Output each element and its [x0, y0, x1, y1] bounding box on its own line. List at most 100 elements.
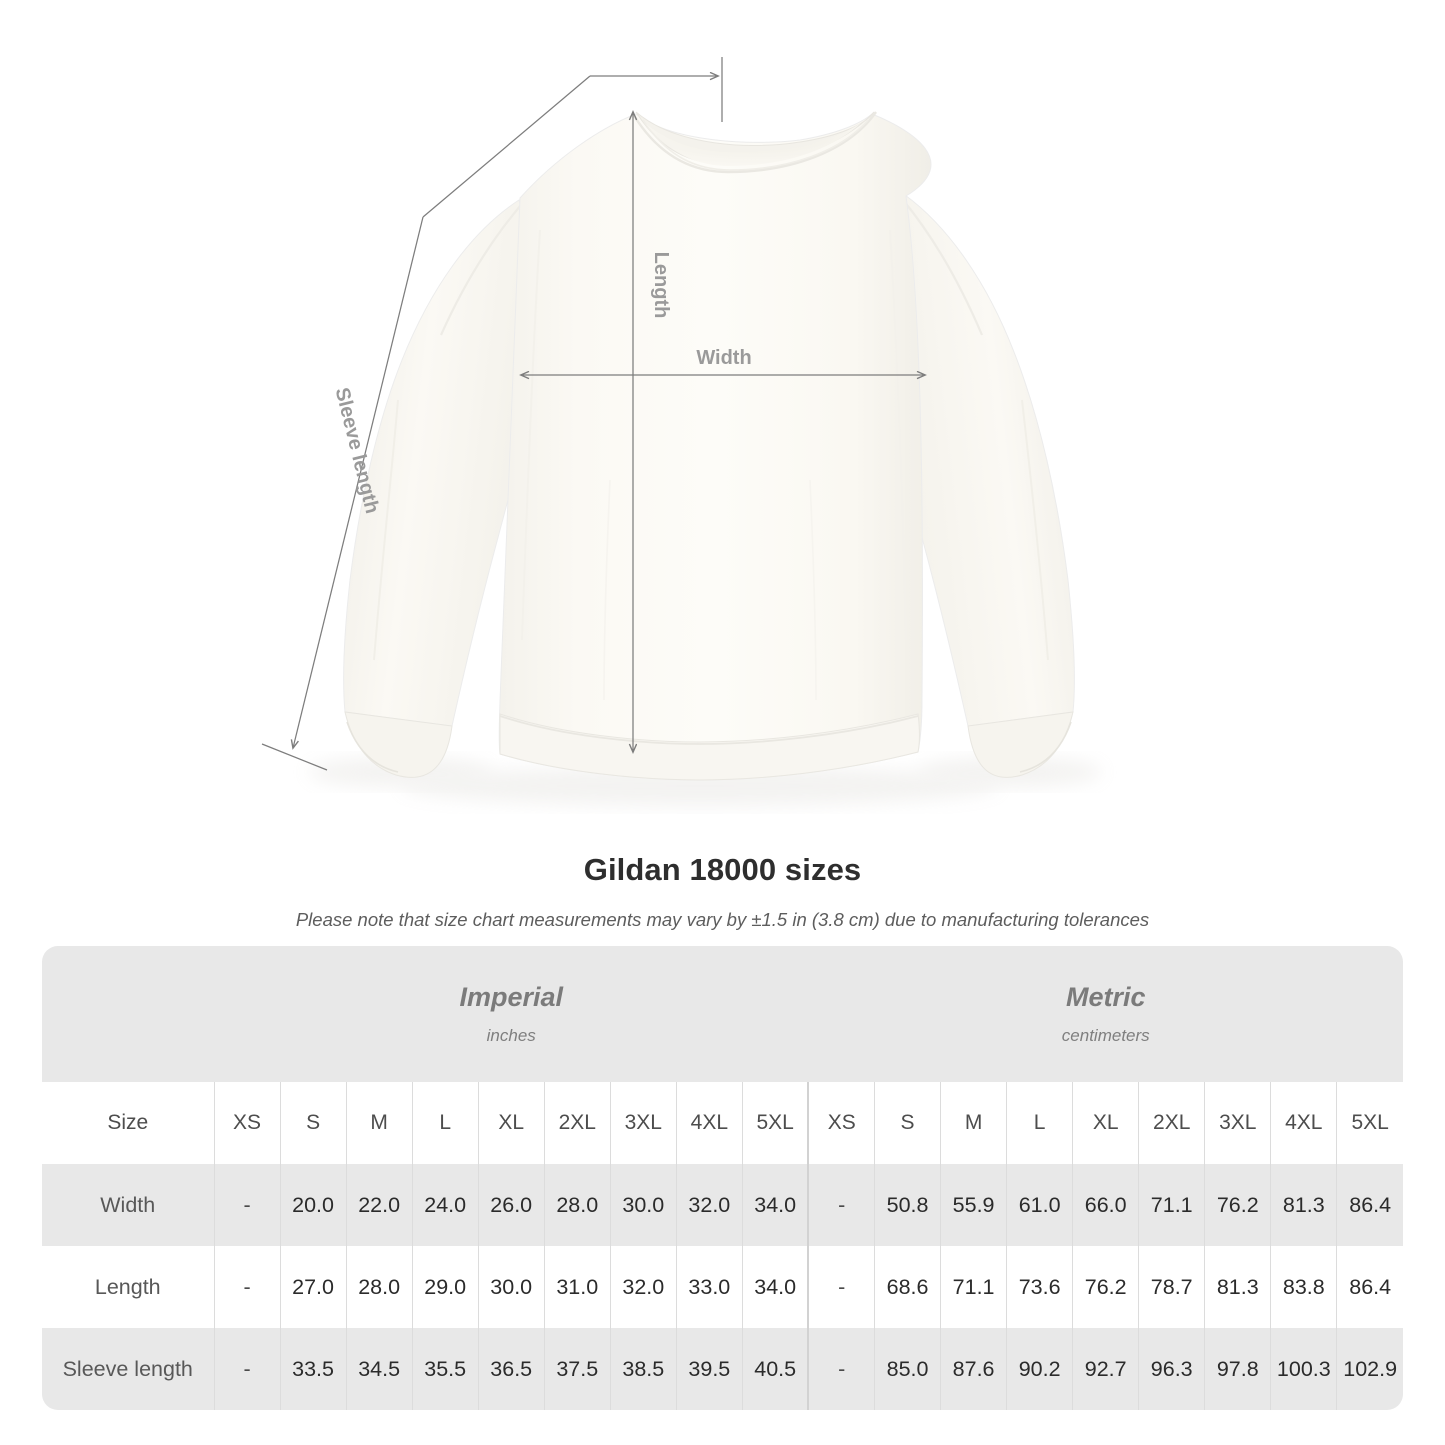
unit-sub-imperial: inches: [486, 1026, 536, 1046]
cell-metric: -: [807, 1164, 875, 1246]
cell-metric: 85.0: [874, 1328, 941, 1410]
cell-imperial: 31.0: [543, 1246, 611, 1328]
length-annotation: Length: [633, 112, 672, 752]
cell-imperial: 40.5: [741, 1328, 809, 1410]
unit-sub-metric: centimeters: [1061, 1026, 1150, 1046]
size-chart-table-wrap: Imperial inches Metric centimeters Size XS S M L…: [42, 946, 1404, 1410]
cell-imperial: 39.5: [675, 1328, 743, 1410]
cell-imperial: 24.0: [411, 1164, 479, 1246]
cell-imperial: 27.0: [279, 1246, 347, 1328]
size-chart-table: Imperial inches Metric centimeters Size XS S M L…: [42, 946, 1404, 1410]
size-header-metric-5xl: 5XL: [1336, 1082, 1404, 1164]
length-label: Length: [650, 252, 672, 319]
size-header-imperial-5xl: 5XL: [741, 1082, 809, 1164]
cell-metric: 97.8: [1204, 1328, 1271, 1410]
cell-imperial: 33.5: [279, 1328, 347, 1410]
cell-imperial: 36.5: [477, 1328, 545, 1410]
size-header-row: Size XS S M L XL 2XL 3XL 4XL 5XL XS S M L XL 2XL 3XL 4XL 5…: [42, 1082, 1404, 1164]
sleeve-bottom-tick: [261, 743, 328, 771]
unit-banner-row: Imperial inches Metric centimeters: [42, 946, 1404, 1082]
cell-metric: 71.1: [1138, 1164, 1205, 1246]
cell-metric: 86.4: [1336, 1164, 1404, 1246]
cell-imperial: 32.0: [609, 1246, 677, 1328]
cell-metric: 81.3: [1204, 1246, 1271, 1328]
cell-metric: 78.7: [1138, 1246, 1205, 1328]
width-label: Width: [696, 347, 751, 369]
cell-metric: 68.6: [874, 1246, 941, 1328]
cell-metric: 61.0: [1006, 1164, 1073, 1246]
size-header-metric-4xl: 4XL: [1270, 1082, 1337, 1164]
cell-metric: 76.2: [1204, 1164, 1271, 1246]
row-label-width: Width: [42, 1164, 214, 1246]
cell-imperial: 34.0: [741, 1246, 809, 1328]
cell-imperial: 34.5: [345, 1328, 413, 1410]
cell-metric: 55.9: [940, 1164, 1007, 1246]
sleeve-shoulder-diagonal: [422, 75, 591, 218]
size-header-imperial-2xl: 2XL: [543, 1082, 611, 1164]
cell-metric: 83.8: [1270, 1246, 1337, 1328]
size-header-imperial-s: S: [279, 1082, 347, 1164]
cell-metric: 71.1: [940, 1246, 1007, 1328]
cell-imperial: 34.0: [741, 1164, 809, 1246]
cell-metric: 96.3: [1138, 1328, 1205, 1410]
size-column-header: Size: [42, 1082, 214, 1164]
title-block: Gildan 18000 sizes Please note that size…: [0, 838, 1445, 931]
cell-metric: 90.2: [1006, 1328, 1073, 1410]
cell-metric: 92.7: [1072, 1328, 1139, 1410]
sweatshirt-body: [498, 111, 932, 781]
unit-header-imperial: Imperial inches: [214, 946, 809, 1082]
cell-imperial: 22.0: [345, 1164, 413, 1246]
cell-metric: 102.9: [1336, 1328, 1404, 1410]
cell-imperial: 32.0: [675, 1164, 743, 1246]
unit-header-metric: Metric centimeters: [808, 946, 1404, 1082]
right-sleeve: [871, 194, 1075, 778]
size-header-metric-2xl: 2XL: [1138, 1082, 1205, 1164]
cell-metric: 50.8: [874, 1164, 941, 1246]
table-row: Length -27.0 28.0 29.0 30.0 31.0 32.0 33.0 34.0-…: [42, 1246, 1404, 1328]
table-row: Width -20.0 22.0 24.0 26.0 28.0 30.0 32.0 34.0-5…: [42, 1164, 1404, 1246]
cell-metric: 100.3: [1270, 1328, 1337, 1410]
cell-imperial: 37.5: [543, 1328, 611, 1410]
tolerance-note: Please note that size chart measurements…: [295, 909, 1150, 931]
size-header-imperial-3xl: 3XL: [609, 1082, 677, 1164]
garment-drop-shadow: [308, 757, 1102, 806]
unit-name-imperial: Imperial: [459, 982, 563, 1013]
cell-metric: 73.6: [1006, 1246, 1073, 1328]
cell-imperial: 26.0: [477, 1164, 545, 1246]
size-header-imperial-l: L: [411, 1082, 479, 1164]
cell-imperial: 30.0: [609, 1164, 677, 1246]
size-header-metric-s: S: [874, 1082, 941, 1164]
row-label-length: Length: [42, 1246, 214, 1328]
size-header-metric-l: L: [1006, 1082, 1073, 1164]
cell-imperial: -: [213, 1328, 281, 1410]
cell-imperial: -: [213, 1246, 281, 1328]
cell-metric: -: [807, 1246, 875, 1328]
row-label-sleeve-length: Sleeve length: [42, 1328, 214, 1410]
size-header-imperial-4xl: 4XL: [675, 1082, 743, 1164]
cell-imperial: 20.0: [279, 1164, 347, 1246]
cell-imperial: -: [213, 1164, 281, 1246]
cell-imperial: 28.0: [543, 1164, 611, 1246]
cell-imperial: 38.5: [609, 1328, 677, 1410]
cell-imperial: 30.0: [477, 1246, 545, 1328]
size-header-imperial-xs: XS: [213, 1082, 281, 1164]
size-header-metric-3xl: 3XL: [1204, 1082, 1271, 1164]
table-row: Sleeve length -33.5 34.5 35.5 36.5 37.5 38.5 39…: [42, 1328, 1404, 1410]
page-title: Gildan 18000 sizes: [583, 852, 862, 887]
size-header-imperial-m: M: [345, 1082, 413, 1164]
width-annotation: Width: [521, 347, 925, 375]
cell-metric: 76.2: [1072, 1246, 1139, 1328]
unit-name-metric: Metric: [1065, 982, 1146, 1013]
cell-imperial: 28.0: [345, 1246, 413, 1328]
unit-banner-spacer: [42, 946, 214, 1082]
cell-metric: 86.4: [1336, 1246, 1404, 1328]
cell-metric: 81.3: [1270, 1164, 1337, 1246]
cell-metric: 87.6: [940, 1328, 1007, 1410]
cell-imperial: 35.5: [411, 1328, 479, 1410]
garment-diagram: Sleeve length Length Width: [261, 57, 1102, 806]
size-header-imperial-xl: XL: [477, 1082, 545, 1164]
left-sleeve: [343, 199, 553, 778]
cell-metric: -: [807, 1328, 875, 1410]
size-header-metric-xs: XS: [807, 1082, 875, 1164]
size-header-metric-m: M: [940, 1082, 1007, 1164]
